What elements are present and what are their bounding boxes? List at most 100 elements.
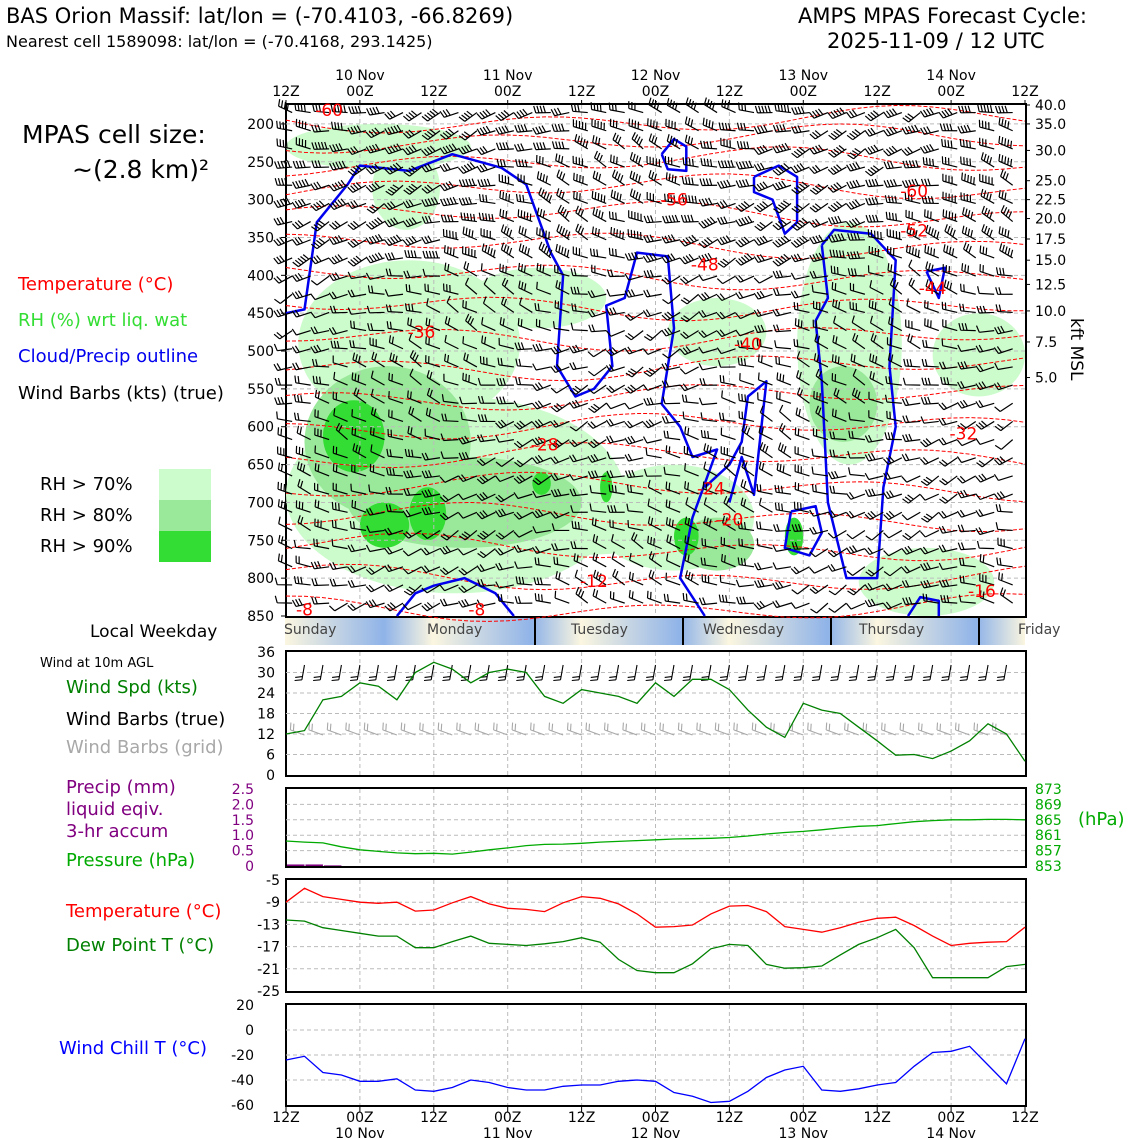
wind-barb [993, 346, 1013, 355]
wind-barb [830, 265, 847, 277]
wind-barb [443, 283, 459, 295]
pressure-tick-label: 700 [247, 495, 274, 511]
wind-barb [809, 584, 829, 594]
wind-barb [920, 178, 939, 187]
wind-barb [648, 170, 662, 186]
wind-barb [591, 517, 607, 532]
wind-barb [753, 181, 773, 192]
wind-barb [681, 194, 699, 205]
wind-barb [846, 602, 866, 610]
wind-barb [351, 464, 367, 477]
plot-title: BAS Orion Massif: lat/lon = (-70.4103, -… [6, 4, 514, 28]
wind-barb [720, 137, 736, 150]
wind-barb [957, 361, 976, 370]
time-tick-label-bottom: 12Z [716, 1110, 743, 1126]
wind-barb [959, 303, 976, 314]
wind-barb-grid [640, 722, 656, 736]
isotherm-line [285, 146, 1026, 177]
wind-barb [624, 384, 644, 394]
wind-barb [384, 201, 404, 211]
wind-barb [370, 388, 385, 404]
wind-barb [883, 108, 903, 119]
wind-barb [499, 263, 515, 277]
wind-barb [421, 215, 441, 224]
wind-barb [975, 420, 995, 430]
wind-barb [703, 443, 718, 459]
wind-barb [828, 602, 847, 613]
temp-tick-label: -21 [257, 962, 280, 978]
temperature-label: -32 [950, 424, 978, 444]
wind-barb [888, 316, 903, 332]
wind-barb-grid [954, 722, 970, 736]
wind-barb [273, 237, 293, 247]
wind-barb-10m [627, 664, 638, 682]
wind-barb [924, 209, 939, 223]
wind-barb [624, 346, 644, 355]
wind-barb [444, 334, 459, 350]
wind-barb [790, 290, 810, 299]
wind-barb [534, 557, 551, 568]
wind-barb [496, 396, 514, 405]
wind-barb [757, 392, 773, 404]
wind-barb [458, 548, 478, 556]
wind-barb-grid [419, 722, 434, 736]
wind-barb [716, 293, 736, 302]
wind-barb [906, 225, 921, 241]
wind-barb [587, 470, 607, 479]
time-tick-label-bottom: 00Z [937, 1110, 964, 1126]
wind-barb [605, 402, 625, 410]
wind-barb [956, 509, 976, 518]
wind-barb-10m [553, 664, 564, 682]
wind-barb [314, 518, 330, 532]
wind-barb [555, 243, 570, 259]
wind-barb [347, 602, 367, 612]
wind-barb-grid [363, 722, 379, 736]
wind-barb [962, 207, 977, 223]
wind-barb [365, 217, 385, 230]
wind-barb [458, 598, 478, 608]
wind-barb [921, 358, 939, 368]
wind-barb-grid [917, 722, 933, 736]
wind-barb [922, 157, 939, 168]
pressure-tick-label: 200 [247, 117, 274, 133]
wind-barb [513, 420, 533, 430]
wind-barb [959, 575, 976, 586]
wind-barb [293, 539, 311, 550]
wind-barb [329, 562, 348, 570]
wind-barb [439, 584, 459, 592]
wind-barb [647, 479, 662, 495]
wind-barb [575, 223, 589, 241]
wind-barb [477, 434, 496, 443]
wind-barb [458, 511, 478, 519]
wind-barb [333, 371, 348, 386]
pressure-tick-label: 500 [247, 344, 274, 360]
time-tick-label-bottom: 12Z [568, 1110, 595, 1126]
wind-barb [995, 304, 1013, 314]
wind-barb [958, 105, 976, 114]
dewpoint-legend: Dew Point T (°C) [66, 935, 215, 956]
wind-barb [517, 209, 533, 223]
wind-barb [314, 427, 330, 441]
isotherm-line [285, 563, 1026, 591]
wind-barb [531, 419, 552, 429]
wind-barb [311, 124, 330, 133]
wind-barb [369, 463, 385, 477]
wind-barb [682, 157, 699, 168]
wind-barb [772, 270, 792, 279]
wind-barb [531, 400, 552, 410]
wind-barb [589, 503, 607, 513]
wind-barb [701, 538, 718, 550]
wind-barb [403, 270, 422, 279]
kft-tick-label: 40.0 [1035, 98, 1066, 114]
pressure-tick-label-right: 865 [1035, 813, 1062, 829]
wind-barb [829, 485, 847, 495]
wind-barb [809, 144, 829, 155]
wind-barb [718, 594, 736, 604]
wind-barb [904, 192, 921, 204]
wind-barb [444, 262, 459, 277]
wind-barb [498, 337, 515, 350]
wind-barb [908, 277, 921, 295]
windchill-tick-label: 0 [245, 1023, 254, 1039]
wind-barb [901, 565, 921, 574]
wind-barb [514, 342, 533, 351]
